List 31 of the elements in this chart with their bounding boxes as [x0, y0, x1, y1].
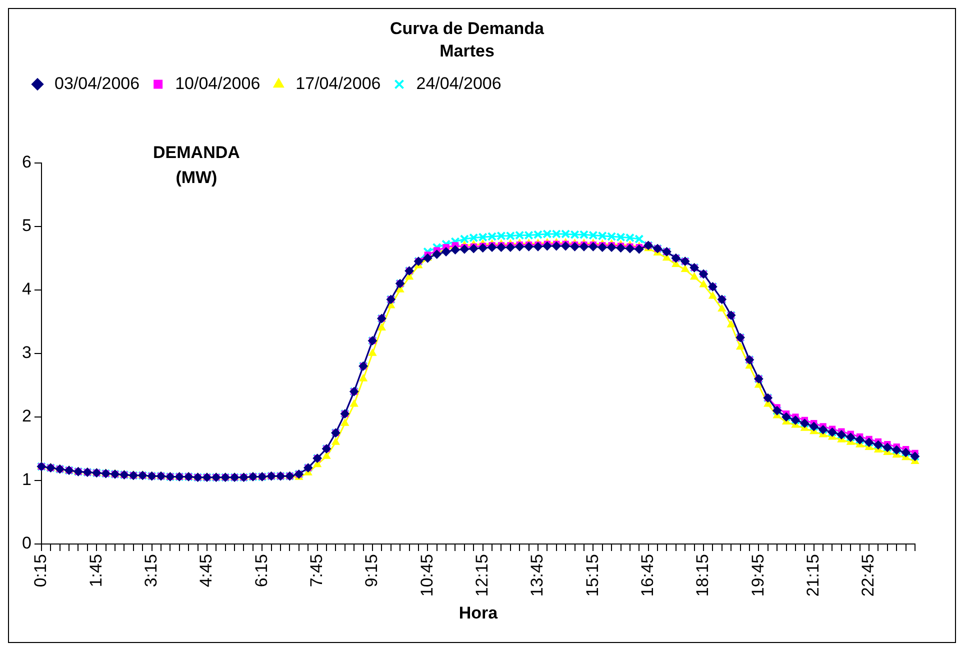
x-tick-label: 19:45 [748, 554, 768, 597]
legend-label: 10/04/2006 [175, 74, 260, 93]
legend-label: 03/04/2006 [54, 74, 140, 93]
x-tick-label: 4:45 [196, 554, 216, 588]
y-tick-label: 3 [22, 343, 32, 362]
legend-label: 24/04/2006 [416, 74, 502, 93]
y-tick-label: 2 [22, 406, 32, 426]
x-tick-label: 16:45 [638, 554, 658, 597]
legend-label: 17/04/2006 [296, 74, 381, 93]
y-axis-title: DEMANDA (MW) [153, 142, 240, 187]
x-tick-label: 10:45 [417, 554, 436, 597]
x-tick-label: 6:15 [252, 554, 271, 588]
x-tick-label: 9:15 [362, 554, 382, 588]
x-tick-label: 13:45 [528, 554, 547, 597]
x-tick-label: 12:15 [472, 554, 492, 597]
x-axis-title: Hora [458, 603, 498, 622]
x-tick-label: 0:15 [31, 554, 50, 588]
y-tick-label: 5 [22, 216, 32, 236]
x-tick-label: 18:15 [693, 554, 712, 597]
x-tick-label: 1:45 [86, 554, 106, 588]
x-tick-label: 22:45 [858, 554, 878, 597]
x-tick-label: 15:15 [582, 554, 602, 597]
x-tick-label: 7:45 [307, 554, 326, 588]
x-tick-label: 21:15 [804, 554, 823, 597]
y-tick-label: 4 [22, 280, 32, 299]
y-tick-label: 1 [22, 470, 32, 490]
x-tick-label: 3:15 [141, 554, 160, 588]
y-tick-label: 0 [22, 534, 32, 553]
chart-title: Curva de Demanda [390, 18, 545, 38]
y-tick-label: 6 [22, 152, 32, 172]
chart-subtitle: Martes [440, 41, 494, 60]
